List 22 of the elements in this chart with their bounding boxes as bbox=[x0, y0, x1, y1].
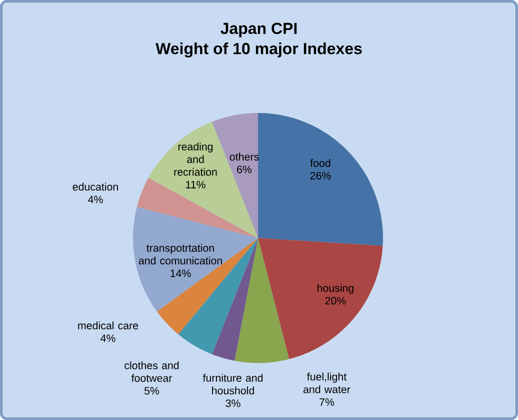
data-label: 20% bbox=[325, 296, 346, 304]
slice-label: medical care bbox=[78, 322, 138, 330]
slice-label: food bbox=[310, 158, 330, 167]
data-label: 11% bbox=[186, 180, 206, 188]
data-label: 7% bbox=[320, 398, 334, 406]
data-label: 3% bbox=[226, 400, 240, 408]
slice-label: reading and recriation bbox=[174, 142, 217, 176]
slice-label: transpotrtation and comunication bbox=[138, 244, 222, 264]
data-label: 5% bbox=[144, 387, 160, 395]
chart-subtitle: Weight of 10 major Indexes bbox=[156, 42, 362, 58]
chart-title: Japan CPI bbox=[220, 22, 297, 38]
data-label: 26% bbox=[310, 172, 331, 180]
slice-label: fuel,light and water bbox=[303, 372, 350, 394]
data-label: 4% bbox=[88, 196, 103, 204]
data-label: 4% bbox=[100, 334, 116, 342]
slice-label: others bbox=[230, 152, 259, 161]
slice-label: clothes and footwear bbox=[124, 361, 179, 382]
data-label: 14% bbox=[170, 270, 191, 278]
data-label: 6% bbox=[237, 166, 252, 174]
slice-label: furniture and houshold bbox=[202, 374, 263, 394]
slice-label: education bbox=[72, 182, 118, 191]
slice-label: housing bbox=[318, 284, 354, 294]
